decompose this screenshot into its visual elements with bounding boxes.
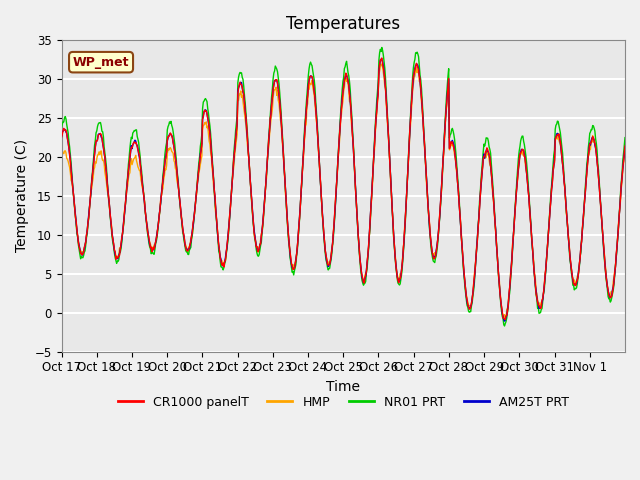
Y-axis label: Temperature (C): Temperature (C) (15, 139, 29, 252)
Legend: CR1000 panelT, HMP, NR01 PRT, AM25T PRT: CR1000 panelT, HMP, NR01 PRT, AM25T PRT (113, 391, 573, 414)
X-axis label: Time: Time (326, 380, 360, 394)
Text: WP_met: WP_met (73, 56, 129, 69)
Title: Temperatures: Temperatures (286, 15, 401, 33)
